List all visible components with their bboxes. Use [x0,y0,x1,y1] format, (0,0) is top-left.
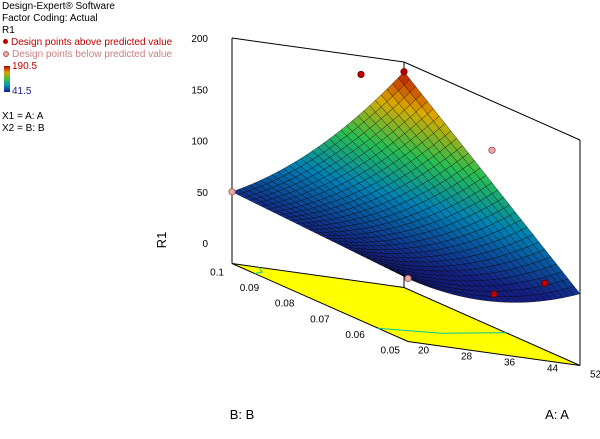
design-point-below [404,274,412,283]
factor-coding-label: Factor Coding: Actual [2,13,98,24]
z-tick-label: 0 [202,239,208,250]
color-scale-max: 190.5 [12,61,38,72]
axis-ticks: 0 50 100 150 200 0.05 0.06 0.07 0.08 0.09 0.1 20 28 3… [191,34,600,381]
legend: Design-Expert® Software Factor Coding: A… [2,1,172,61]
factor-x2: X2 = B: B [2,123,45,134]
z-tick-label: 150 [191,85,208,96]
y-tick-label: 0.05 [381,346,401,357]
floor-contour [378,327,507,334]
box-edge [231,37,405,63]
response-surface [231,71,581,303]
z-axis-title: R1 [154,232,169,249]
legend-above: Design points above predicted value [2,37,172,49]
floor-contour [254,266,264,275]
design-point-above [541,279,549,287]
x-tick-label: 20 [418,346,430,357]
response-label: R1 [2,25,15,36]
software-label: Design-Expert® Software [2,1,115,12]
box-edge [403,61,581,141]
design-point-above [400,68,408,76]
z-tick-label: 100 [191,137,208,148]
y-tick-label: 0.07 [310,314,330,325]
y-tick-label: 0.09 [240,283,260,294]
below-label: Design points below predicted value [12,49,173,60]
legend-below: Design points below predicted value [2,49,172,61]
above-point-icon [3,39,8,45]
y-axis-title: B: B [230,407,255,422]
color-scale-bar [4,66,10,92]
factor-x1: X1 = A: A [2,111,44,122]
x-tick-label: 28 [461,352,473,363]
y-tick-label: 0.06 [345,330,365,341]
surface-cell [568,286,581,296]
below-point-icon [3,50,9,57]
y-tick-label: 0.08 [275,299,295,310]
color-scale-min: 41.5 [12,86,32,97]
z-tick-label: 50 [197,188,209,199]
design-point-below [488,146,496,154]
factor-legend: X1 = A: A X2 = B: B [2,111,45,135]
design-point-below [228,188,236,196]
x-tick-label: 52 [590,370,600,381]
x-tick-label: 44 [547,364,559,375]
z-tick-label: 200 [191,34,208,45]
x-tick-label: 36 [504,358,516,369]
design-point-above [490,290,498,298]
design-points [228,68,549,298]
design-point-above [357,70,365,79]
x-axis-title: A: A [545,407,569,422]
y-tick-label: 0.1 [210,268,224,279]
above-label: Design points above predicted value [11,37,173,48]
